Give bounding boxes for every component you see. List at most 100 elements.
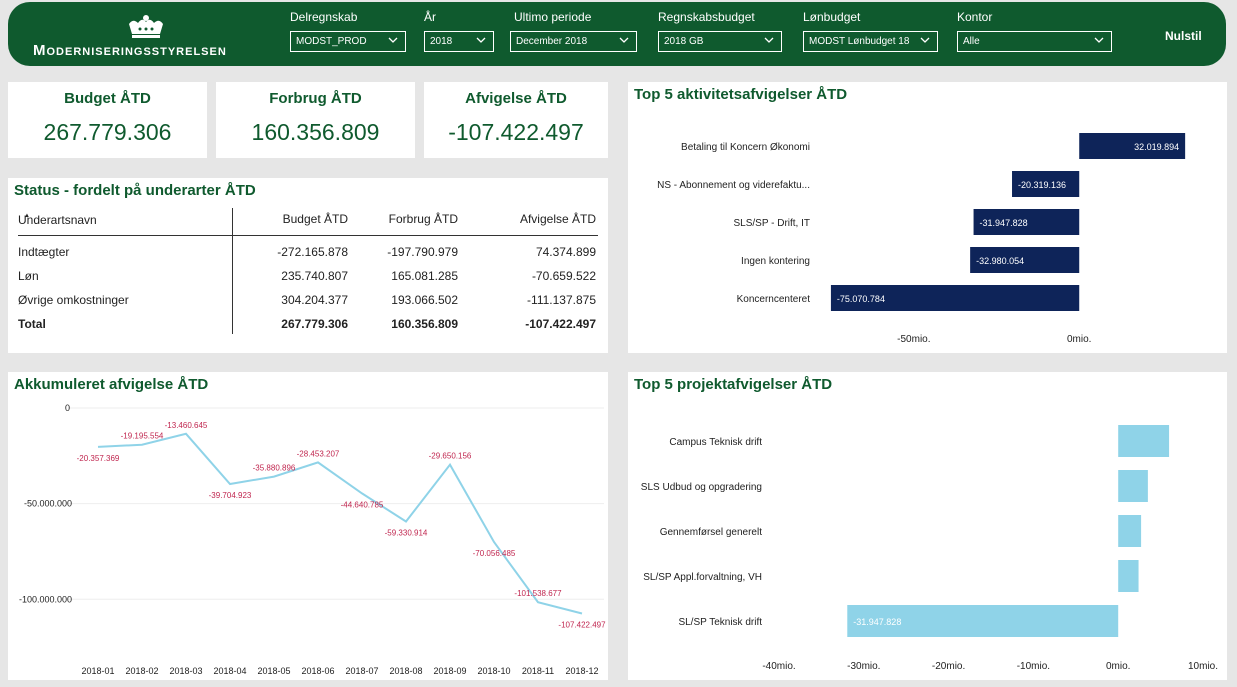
category-label: NS - Abonnement og viderefaktu...: [657, 180, 810, 191]
category-label: Koncerncenteret: [737, 294, 811, 305]
data-label: -20.357.369: [77, 454, 120, 463]
table-cell: 235.740.807: [281, 269, 348, 283]
tick-label: -50mio.: [897, 334, 930, 345]
tick-label: 2018-02: [125, 666, 158, 676]
column-divider: [232, 208, 233, 334]
panel-title: Status - fordelt på underarter ÅTD: [14, 182, 256, 199]
tick-label: 2018-07: [345, 666, 378, 676]
dropdown-value: Alle: [963, 36, 980, 47]
bar: [830, 285, 1080, 311]
data-label: -29.650.156: [429, 452, 472, 461]
kpi-title: Budget ÅTD: [64, 90, 151, 107]
tick-label: 2018-04: [213, 666, 246, 676]
category-label: Campus Teknisk drift: [669, 437, 762, 448]
bar: [847, 605, 1119, 637]
tick-label: 2018-01: [81, 666, 114, 676]
tick-label: -100.000.000: [19, 594, 72, 604]
chevron-down-icon: [764, 37, 774, 43]
data-label: -31.947.828: [980, 218, 1028, 228]
kontor-dropdown[interactable]: Alle: [957, 31, 1112, 52]
loenbudget-dropdown[interactable]: MODST Lønbudget 18: [803, 31, 938, 52]
chevron-down-icon: [920, 37, 930, 43]
bar: [1079, 133, 1186, 159]
org-name: Moderniseringsstyrelsen: [33, 42, 227, 59]
tick-label: 0mio.: [1067, 334, 1091, 345]
reset-button[interactable]: Nulstil: [1165, 29, 1202, 43]
filter-loenbudget: Lønbudget MODST Lønbudget 18: [803, 10, 938, 52]
bar: [1118, 515, 1142, 547]
tick-label: 2018-08: [389, 666, 422, 676]
category-label: Ingen kontering: [741, 256, 810, 267]
bar: [1118, 560, 1139, 592]
table-cell: -272.165.878: [277, 245, 348, 259]
table-header: Underartsnavn ▲ Budget ÅTD Forbrug ÅTD A…: [18, 208, 598, 236]
column-header[interactable]: Underartsnavn: [18, 213, 97, 227]
table-cell: -111.137.875: [527, 293, 596, 307]
table-cell: 74.374.899: [535, 245, 596, 259]
filter-label: År: [424, 10, 436, 24]
table-cell: 193.066.502: [391, 293, 458, 307]
data-label: -59.330.914: [385, 529, 428, 538]
chevron-down-icon: [619, 37, 629, 43]
kpi-card-forbrug: Forbrug ÅTD 160.356.809: [216, 82, 415, 158]
tick-label: -30mio.: [847, 661, 880, 672]
table-cell: Øvrige omkostninger: [18, 293, 129, 307]
data-label: 32.019.894: [1134, 142, 1179, 152]
category-label: SL/SP Teknisk drift: [678, 617, 762, 628]
category-label: SLS Udbud og opgradering: [641, 482, 762, 493]
panel-title: Top 5 projektafvigelser ÅTD: [634, 376, 833, 393]
activity-chart-panel: Top 5 aktivitetsafvigelser ÅTD Betaling …: [628, 82, 1227, 353]
table-cell: Løn: [18, 269, 39, 283]
column-header[interactable]: Budget ÅTD: [282, 212, 348, 226]
table-cell: -107.422.497: [525, 317, 596, 331]
chevron-down-icon: [1094, 37, 1104, 43]
ultimo-periode-dropdown[interactable]: December 2018: [510, 31, 637, 52]
regnskabsbudget-dropdown[interactable]: 2018 GB: [658, 31, 782, 52]
filter-aar: År 2018: [424, 10, 494, 52]
chevron-down-icon: [388, 37, 398, 43]
data-label: -32.980.054: [976, 256, 1024, 266]
header-bar: Moderniseringsstyrelsen Delregnskab MODS…: [8, 2, 1226, 66]
tick-label: 10mio.: [1188, 661, 1218, 672]
dropdown-value: 2018 GB: [664, 36, 704, 47]
delregnskab-dropdown[interactable]: MODST_PROD: [290, 31, 406, 52]
table-cell: -70.659.522: [531, 269, 596, 283]
column-header[interactable]: Afvigelse ÅTD: [519, 212, 596, 226]
table-total-row: Total 267.779.306 160.356.809 -107.422.4…: [18, 312, 598, 336]
filter-delregnskab: Delregnskab MODST_PROD: [290, 10, 406, 52]
kpi-value: 160.356.809: [251, 119, 380, 145]
data-label: -107.422.497: [558, 621, 606, 630]
kpi-value: 267.779.306: [43, 119, 172, 145]
bar: [970, 247, 1080, 273]
aar-dropdown[interactable]: 2018: [424, 31, 494, 52]
data-label: -101.538.677: [514, 589, 562, 598]
table-row[interactable]: Løn 235.740.807 165.081.285 -70.659.522: [18, 264, 598, 288]
tick-label: 2018-12: [565, 666, 598, 676]
bar: [973, 209, 1080, 235]
tick-label: 2018-11: [522, 666, 554, 676]
data-label: -20.319.136: [1018, 180, 1066, 190]
tick-label: 2018-06: [301, 666, 334, 676]
column-header[interactable]: Forbrug ÅTD: [388, 212, 458, 226]
table-cell: Indtægter: [18, 245, 70, 259]
data-label: -31.947.828: [853, 617, 901, 627]
data-label: -70.056.485: [473, 549, 516, 558]
table-cell: 165.081.285: [391, 269, 458, 283]
tick-label: 2018-05: [257, 666, 290, 676]
tick-label: -50.000.000: [24, 499, 72, 509]
filter-regnskabsbudget: Regnskabsbudget 2018 GB: [658, 10, 782, 52]
tick-label: 0mio.: [1106, 661, 1130, 672]
table-cell: 160.356.809: [391, 317, 458, 331]
status-table-panel: Status - fordelt på underarter ÅTD Under…: [8, 178, 608, 353]
bar: [1012, 171, 1080, 197]
tick-label: 0: [65, 403, 70, 413]
kpi-title: Afvigelse ÅTD: [465, 90, 567, 107]
data-label: -75.070.784: [837, 294, 885, 304]
filter-label: Regnskabsbudget: [658, 10, 755, 24]
table-row[interactable]: Øvrige omkostninger 304.204.377 193.066.…: [18, 288, 598, 312]
filter-label: Lønbudget: [803, 10, 861, 24]
kpi-title: Forbrug ÅTD: [269, 90, 362, 107]
table-row[interactable]: Indtægter -272.165.878 -197.790.979 74.3…: [18, 240, 598, 264]
dropdown-value: MODST Lønbudget 18: [809, 36, 910, 47]
table-cell: -197.790.979: [387, 245, 458, 259]
